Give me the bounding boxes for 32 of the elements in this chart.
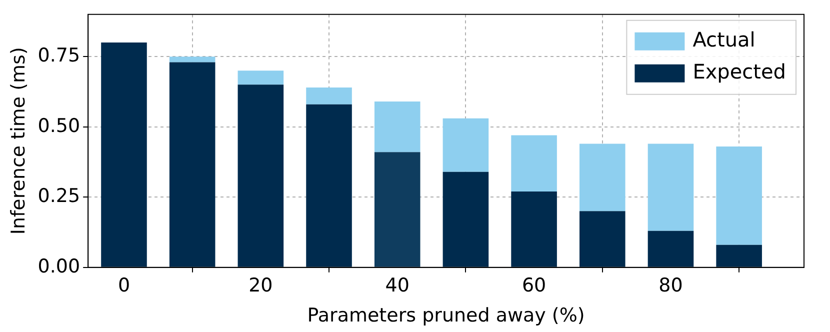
y-tick-label: 0.75 (38, 44, 80, 67)
y-tick-label: 0.00 (38, 255, 80, 278)
bar (238, 70, 284, 85)
y-tick-label: 0.25 (38, 185, 80, 208)
x-tick-label: 60 (522, 274, 546, 297)
bar (101, 42, 147, 267)
bar (716, 146, 762, 245)
x-tick-label: 40 (385, 274, 410, 297)
bar (511, 135, 557, 192)
bar (579, 211, 626, 267)
bar (374, 152, 420, 267)
bar (169, 56, 216, 62)
x-tick-label: 0 (118, 274, 130, 297)
y-tick-label: 0.50 (38, 114, 80, 137)
bar (442, 118, 489, 172)
bar (511, 192, 557, 267)
x-axis-title: Parameters pruned away (%) (307, 304, 585, 327)
bar (374, 102, 420, 152)
bar (238, 84, 284, 267)
legend-label: Expected (692, 60, 786, 84)
bar (648, 144, 694, 231)
x-tick-label: 20 (248, 274, 273, 297)
bar (306, 104, 352, 267)
bar (579, 144, 626, 212)
bar (169, 62, 216, 267)
bar (648, 230, 694, 267)
legend-label: Actual (692, 28, 756, 52)
bar (716, 244, 762, 267)
bar (306, 87, 352, 104)
bar (442, 172, 489, 267)
x-tick-label: 80 (658, 274, 683, 297)
y-axis-title: Inference time (ms) (7, 47, 30, 235)
